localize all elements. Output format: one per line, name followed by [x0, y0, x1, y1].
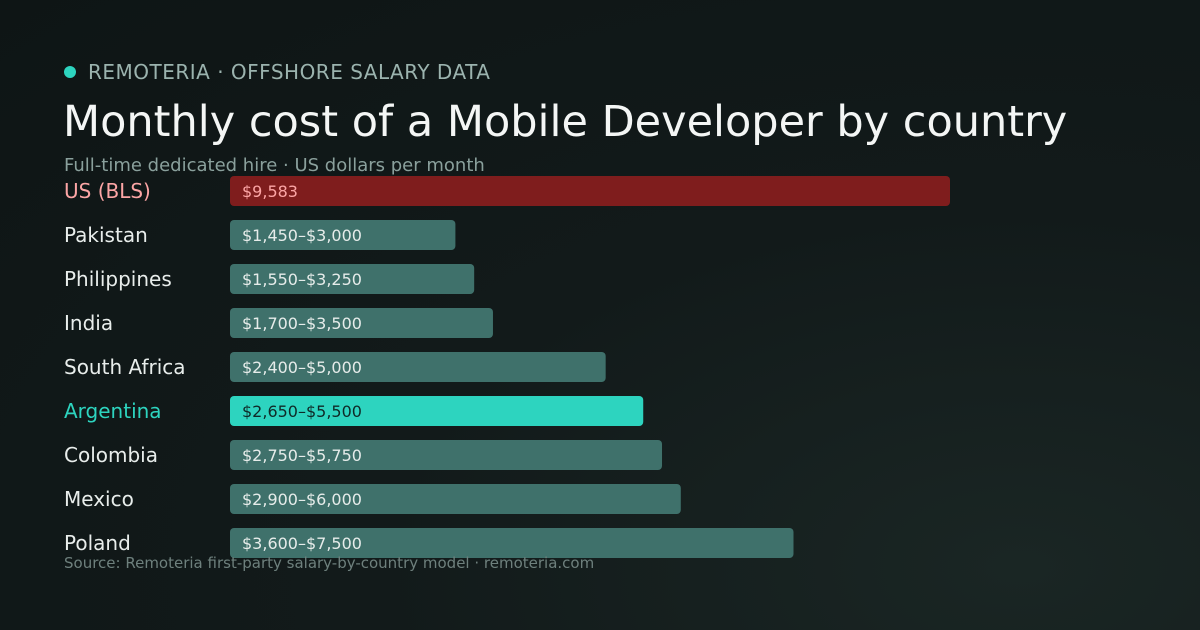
- bar: [230, 176, 950, 206]
- bar-value-label: $2,900–$6,000: [242, 490, 362, 509]
- bar-value-label: $1,450–$3,000: [242, 226, 362, 245]
- bar-value-label: $3,600–$7,500: [242, 534, 362, 553]
- bar: [230, 440, 663, 470]
- category-label: South Africa: [64, 355, 186, 379]
- category-label: US (BLS): [64, 179, 151, 203]
- category-label: Colombia: [64, 443, 158, 467]
- category-label: India: [64, 311, 113, 335]
- bar-value-label: $9,583: [242, 182, 298, 201]
- category-label: Philippines: [64, 267, 172, 291]
- bar: [230, 264, 475, 294]
- bar-value-label: $2,400–$5,000: [242, 358, 362, 377]
- category-label: Argentina: [64, 399, 162, 423]
- bar-value-label: $1,550–$3,250: [242, 270, 362, 289]
- bar: [230, 528, 794, 558]
- source-note: Source: Remoteria first-party salary-by-…: [64, 554, 595, 572]
- chart-subtitle: Full-time dedicated hire · US dollars pe…: [64, 155, 485, 176]
- brand-header: REMOTERIA · OFFSHORE SALARY DATA: [64, 60, 490, 84]
- bar-value-label: $2,750–$5,750: [242, 446, 362, 465]
- bar: [230, 220, 456, 250]
- brand-text: REMOTERIA · OFFSHORE SALARY DATA: [88, 60, 491, 84]
- bar-value-label: $2,650–$5,500: [242, 402, 362, 421]
- bar: [230, 396, 644, 426]
- category-label: Poland: [64, 531, 131, 555]
- brand-dot-icon: [64, 66, 76, 78]
- bar-value-label: $1,700–$3,500: [242, 314, 362, 333]
- category-label: Pakistan: [64, 223, 148, 247]
- bar: [230, 484, 681, 514]
- category-label: Mexico: [64, 487, 134, 511]
- chart-title: Monthly cost of a Mobile Developer by co…: [63, 97, 1068, 147]
- bar: [230, 308, 493, 338]
- bar: [230, 352, 606, 382]
